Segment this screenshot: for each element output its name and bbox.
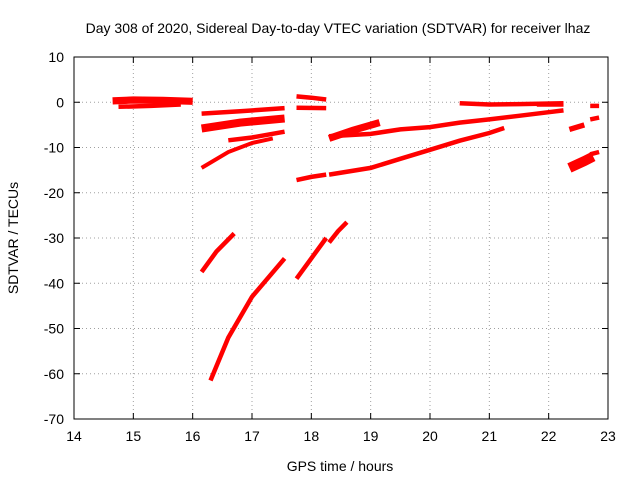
series-arc-01 — [112, 96, 193, 105]
series-arc-22 — [589, 115, 600, 122]
series-arc-09 — [296, 94, 327, 102]
series-arc-13 — [327, 220, 349, 244]
x-tick-label: 21 — [482, 428, 498, 444]
grid-lines — [74, 57, 608, 419]
x-tick-label: 20 — [422, 428, 438, 444]
plot-frame — [73, 56, 609, 420]
series-arc-11 — [296, 172, 327, 183]
series-arc-03 — [201, 105, 285, 116]
x-axis-label: GPS time / hours — [287, 458, 394, 474]
series-arc-04 — [200, 114, 285, 133]
y-tick-label: -50 — [44, 321, 64, 337]
y-tick-label: 0 — [56, 94, 64, 110]
series-arc-05 — [228, 129, 285, 143]
y-tick-label: 10 — [48, 49, 64, 65]
x-tick-label: 14 — [66, 428, 82, 444]
x-tick-label: 19 — [363, 428, 379, 444]
series-arc-16 — [328, 125, 505, 177]
series-arc-20 — [567, 152, 596, 173]
series-arc-02 — [118, 102, 181, 110]
y-tick-label: -60 — [44, 366, 64, 382]
series-arc-08 — [208, 256, 287, 382]
series-arc-23 — [589, 149, 600, 157]
y-tick-label: -30 — [44, 230, 64, 246]
y-tick-label: -70 — [44, 411, 64, 427]
x-tick-label: 15 — [126, 428, 142, 444]
y-tick-label: -20 — [44, 185, 64, 201]
x-tick-label: 17 — [244, 428, 260, 444]
y-tick-label: -40 — [44, 275, 64, 291]
chart-title: Day 308 of 2020, Sidereal Day-to-day VTE… — [86, 20, 591, 36]
series-arc-19 — [568, 122, 586, 132]
tick-labels: 14 15 16 17 18 19 20 21 22 23 10 0 -10 -20 -30 -40 -50 -6… — [44, 49, 616, 444]
series-arc-15 — [328, 108, 564, 139]
x-tick-label: 18 — [304, 428, 320, 444]
x-tick-label: 23 — [600, 428, 616, 444]
y-tick-label: -10 — [44, 140, 64, 156]
y-axis-label: SDTVAR / TECUs — [5, 182, 21, 294]
x-tick-label: 22 — [541, 428, 557, 444]
x-tick-label: 16 — [185, 428, 201, 444]
series-arc-06 — [200, 136, 274, 170]
series-arc-12 — [294, 236, 329, 281]
series-arc-07 — [199, 231, 236, 274]
data-series — [112, 94, 600, 382]
